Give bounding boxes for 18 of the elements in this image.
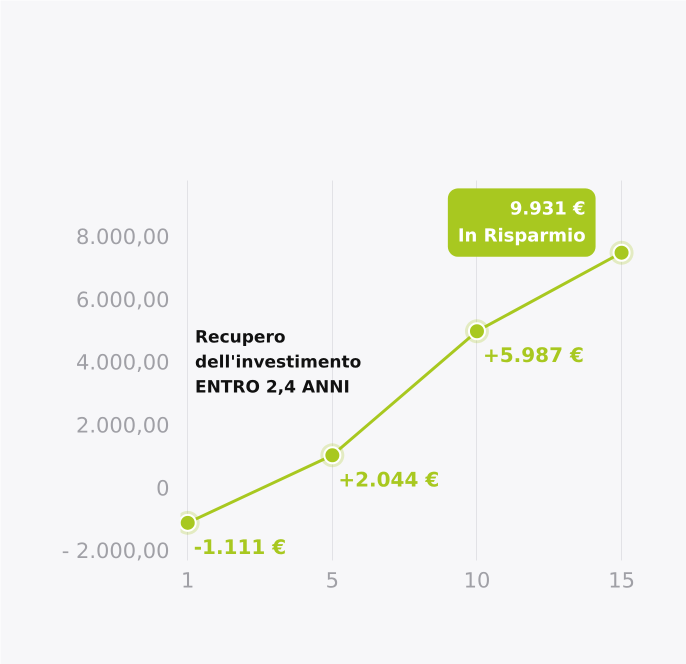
text: 9.931 € In Risparmio [458,198,586,247]
text: +2.044 € [338,467,440,492]
y-tick-label: 8.000,00 [76,225,170,250]
text: +5.987 € [482,343,584,368]
x-tick-label: 10 [464,568,490,592]
y-tick-label: 6.000,00 [76,288,170,312]
x-tick-label: 5 [326,568,340,592]
text: -1.111 € [194,534,286,559]
y-tick-label: 4.000,00 [76,350,170,375]
point [464,319,489,344]
y-tick-label: 2.000,00 [76,413,170,438]
point [610,240,634,265]
x-tick-label: 1 [181,568,194,592]
y-tick-label: 0 [156,476,170,500]
x-tick-label: 15 [608,568,635,592]
point [320,443,344,468]
annotation: Recupero dell'investimento ENTRO 2,4 ANNI [194,328,362,398]
y-tick-label: - 2.000,00 [62,539,170,564]
